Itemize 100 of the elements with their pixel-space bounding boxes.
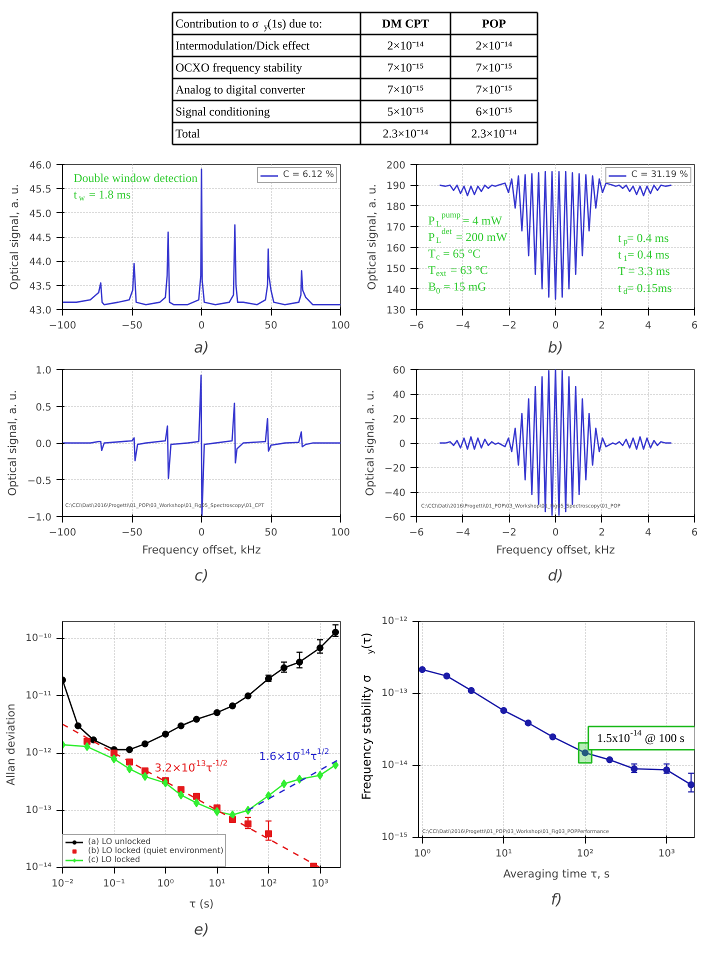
y-tick-label: −40 [384,488,406,499]
category-label: OCXO frequency stability [176,60,302,74]
x-axis-title: Averaging time τ, s [503,868,610,880]
y-tick-label: 45.5 [29,184,52,196]
x-tick-label: −2 [502,320,517,332]
x-tick-label: 50 [264,528,278,538]
y-axis-title: Optical signal, a. u. [365,184,378,290]
text: 7×10⁻¹⁵ [476,82,512,96]
line-series [62,168,340,306]
x-tick-label: 0 [552,320,559,332]
y-tick-label: −0.5 [27,476,52,487]
x-tick-label: 0 [198,320,205,332]
y-tick-label: 45.0 [29,208,52,220]
x-tick-label: −100 [48,528,76,538]
x-tick-label: 100 [330,320,350,332]
text: a) [194,338,210,356]
y-tick-label: 1.0 [36,366,52,376]
y-tick-label: −20 [384,464,406,474]
x-tick-label: 0 [552,528,559,538]
x-tick-label: 4 [644,320,652,332]
x-tick-label: 2 [598,320,606,332]
y-tick-label: 10⁻¹³ [381,688,408,699]
legend-label: C = 6.12 % [283,170,334,180]
x-tick-label: 50 [264,320,278,332]
x-tick-label: 10⁰ [157,878,174,890]
y-tick-label: 10⁻¹¹ [25,690,52,702]
text: 7×10⁻¹⁵ [476,60,512,74]
text: Frequency stability σy(τ) [360,632,376,800]
y-tick-label: 0.0 [36,439,52,450]
y-tick-label: 60 [392,366,406,376]
y-tick-label: 170 [386,222,406,234]
y-tick-label: 44.0 [29,257,52,268]
x-tick-label: 100 [330,528,350,538]
x-tick-label: −6 [409,528,424,538]
text: f) [550,890,562,908]
text: c) [194,566,209,584]
y-tick-label: 10⁻¹³ [25,804,52,816]
x-tick-label: 2 [598,528,606,538]
x-tick-label: 10³ [312,878,328,890]
text: 5×10⁻¹⁵ [387,104,424,118]
x-tick-label: 10³ [658,848,675,860]
y-tick-label: 43.5 [29,281,52,292]
y-tick-label: 20 [392,414,406,426]
x-tick-label: −50 [121,320,143,332]
x-tick-label: 0 [198,528,205,538]
y-tick-label: 40 [392,390,406,401]
x-tick-label: −4 [455,528,470,538]
x-tick-label: 4 [644,528,652,538]
x-tick-label: 10¹ [495,848,512,860]
legend-label: (c) LO locked [88,855,140,864]
y-tick-label: 200 [386,160,406,172]
x-tick-label: 10¹ [208,878,226,890]
y-tick-label: 44.5 [29,233,52,244]
annotation: Double window detection [74,171,198,186]
y-tick-label: 10⁻¹⁴ [381,760,408,771]
text: e) [194,920,210,938]
x-tick-label: 6 [691,528,698,538]
legend-label: (a) LO unlocked [88,837,151,846]
y-tick-label: 43.0 [29,306,52,316]
x-tick-label: −6 [409,320,424,332]
y-tick-label: 190 [386,181,406,192]
y-tick-label: 150 [386,264,406,276]
y-tick-label: 46.0 [29,160,52,172]
x-tick-label: 10⁰ [414,848,431,860]
x-tick-label: −50 [121,528,143,538]
x-tick-label: 10² [576,848,594,860]
x-tick-label: 10⁻¹ [102,878,126,890]
y-tick-label: 10⁻¹⁵ [381,832,408,843]
category-label: Total [176,126,200,140]
legend-label: C = 31.19 % [631,170,688,180]
y-axis-title: Optical signal, a. u. [8,184,22,290]
y-tick-label: 10⁻¹⁰ [25,633,52,644]
y-axis-title: Optical signal, a. u. [363,390,376,496]
annotation: T = 3.3 ms [618,264,670,278]
x-tick-label: −100 [48,320,76,332]
x-tick-label: −4 [455,320,470,332]
y-tick-label: 10⁻¹⁴ [25,862,52,873]
y-tick-label: 0.5 [36,402,52,414]
x-axis-title: Frequency offset, kHz [142,544,262,556]
y-tick-label: 180 [386,202,406,213]
category-label: Signal conditioning [176,104,270,118]
y-axis-title: Allan deviation [4,703,18,786]
text: b) [548,338,564,356]
text: 2.3×10⁻¹⁴ [471,126,517,140]
y-tick-label: −1.0 [27,512,52,524]
x-tick-label: 6 [691,320,698,332]
text: 7×10⁻¹⁵ [387,82,424,96]
category-label: DM CPT [382,16,430,30]
text: d) [548,566,564,584]
text: 6×10⁻¹⁵ [476,104,512,118]
y-tick-label: 130 [386,306,406,316]
x-tick-label: −2 [502,528,517,538]
y-tick-label: 140 [386,284,406,296]
text: 2×10⁻¹⁴ [387,38,424,52]
x-tick-label: 10⁻² [51,878,74,890]
y-tick-label: 160 [386,243,406,254]
text: 2.3×10⁻¹⁴ [382,126,428,140]
x-tick-label: 10² [260,878,277,890]
text: 2×10⁻¹⁴ [476,38,512,52]
category-label: Intermodulation/Dick effect [176,38,310,52]
